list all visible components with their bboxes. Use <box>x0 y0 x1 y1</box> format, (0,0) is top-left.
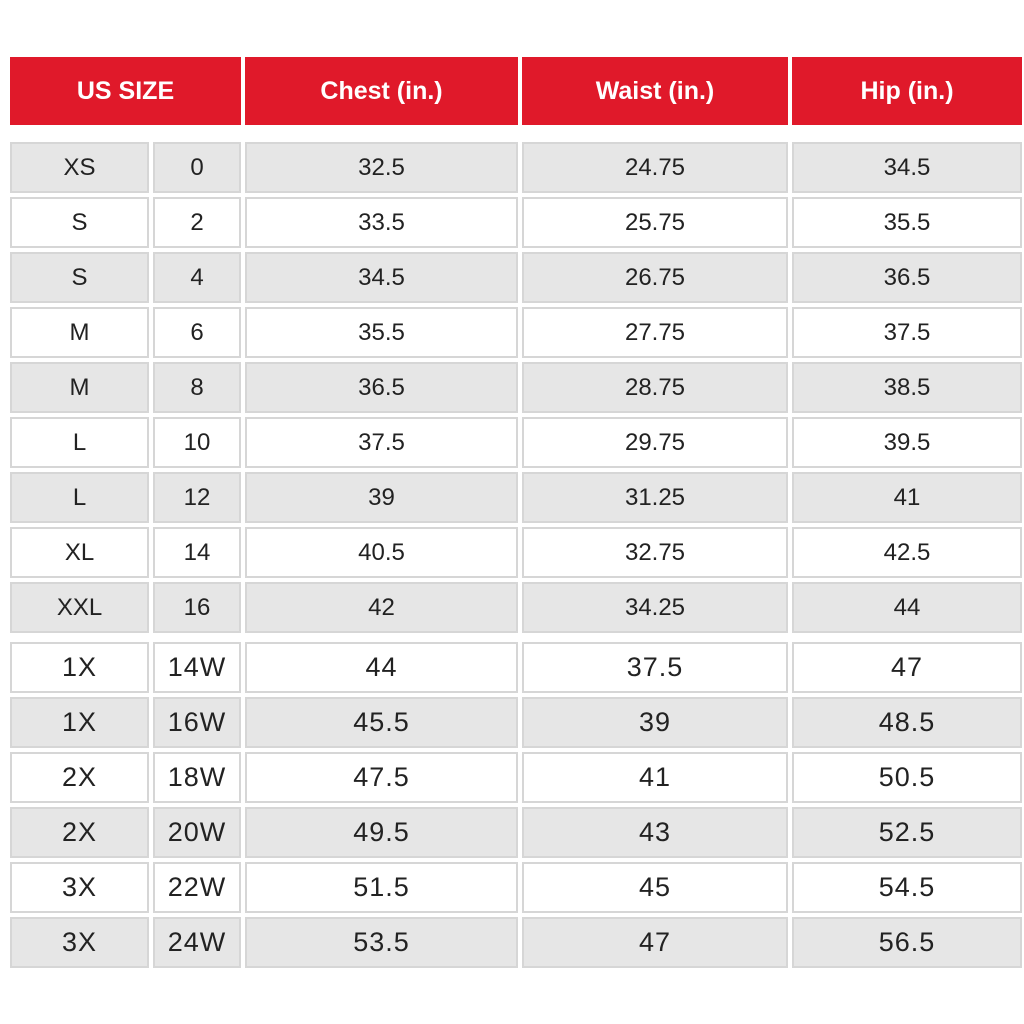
chest-cell: 49.5 <box>245 807 518 858</box>
numeric-size-cell: 2 <box>153 197 241 248</box>
header-hip: Hip (in.) <box>792 57 1022 125</box>
waist-cell: 26.75 <box>522 252 788 303</box>
waist-cell: 29.75 <box>522 417 788 468</box>
hip-cell: 52.5 <box>792 807 1022 858</box>
chest-cell: 53.5 <box>245 917 518 968</box>
letter-size-cell: 1X <box>10 697 149 748</box>
hip-cell: 41 <box>792 472 1022 523</box>
hip-cell: 35.5 <box>792 197 1022 248</box>
hip-cell: 54.5 <box>792 862 1022 913</box>
numeric-size-cell: 22W <box>153 862 241 913</box>
waist-cell: 28.75 <box>522 362 788 413</box>
numeric-size-cell: 6 <box>153 307 241 358</box>
hip-cell: 56.5 <box>792 917 1022 968</box>
numeric-size-cell: 14W <box>153 642 241 693</box>
chest-cell: 33.5 <box>245 197 518 248</box>
hip-cell: 44 <box>792 582 1022 633</box>
numeric-size-cell: 12 <box>153 472 241 523</box>
chest-cell: 44 <box>245 642 518 693</box>
waist-cell: 41 <box>522 752 788 803</box>
numeric-size-cell: 14 <box>153 527 241 578</box>
hip-cell: 47 <box>792 642 1022 693</box>
hip-cell: 42.5 <box>792 527 1022 578</box>
numeric-size-cell: 4 <box>153 252 241 303</box>
letter-size-cell: M <box>10 307 149 358</box>
waist-cell: 45 <box>522 862 788 913</box>
waist-cell: 25.75 <box>522 197 788 248</box>
hip-cell: 50.5 <box>792 752 1022 803</box>
letter-size-cell: 1X <box>10 642 149 693</box>
numeric-size-cell: 20W <box>153 807 241 858</box>
waist-cell: 37.5 <box>522 642 788 693</box>
header-chest: Chest (in.) <box>245 57 518 125</box>
letter-size-cell: S <box>10 197 149 248</box>
chest-cell: 32.5 <box>245 142 518 193</box>
header-waist: Waist (in.) <box>522 57 788 125</box>
chest-cell: 40.5 <box>245 527 518 578</box>
numeric-size-cell: 0 <box>153 142 241 193</box>
hip-cell: 38.5 <box>792 362 1022 413</box>
letter-size-cell: 3X <box>10 917 149 968</box>
letter-size-cell: M <box>10 362 149 413</box>
hip-cell: 48.5 <box>792 697 1022 748</box>
numeric-size-cell: 16 <box>153 582 241 633</box>
chest-cell: 34.5 <box>245 252 518 303</box>
numeric-size-cell: 18W <box>153 752 241 803</box>
letter-size-cell: XS <box>10 142 149 193</box>
chest-cell: 42 <box>245 582 518 633</box>
numeric-size-cell: 16W <box>153 697 241 748</box>
waist-cell: 31.25 <box>522 472 788 523</box>
chest-cell: 37.5 <box>245 417 518 468</box>
letter-size-cell: L <box>10 472 149 523</box>
waist-cell: 39 <box>522 697 788 748</box>
numeric-size-cell: 8 <box>153 362 241 413</box>
numeric-size-cell: 24W <box>153 917 241 968</box>
header-us-size: US SIZE <box>10 57 241 125</box>
chest-cell: 36.5 <box>245 362 518 413</box>
chest-cell: 35.5 <box>245 307 518 358</box>
hip-cell: 39.5 <box>792 417 1022 468</box>
letter-size-cell: XXL <box>10 582 149 633</box>
waist-cell: 34.25 <box>522 582 788 633</box>
chest-cell: 39 <box>245 472 518 523</box>
hip-cell: 37.5 <box>792 307 1022 358</box>
letter-size-cell: L <box>10 417 149 468</box>
letter-size-cell: 2X <box>10 752 149 803</box>
hip-cell: 36.5 <box>792 252 1022 303</box>
numeric-size-cell: 10 <box>153 417 241 468</box>
hip-cell: 34.5 <box>792 142 1022 193</box>
letter-size-cell: XL <box>10 527 149 578</box>
chest-cell: 47.5 <box>245 752 518 803</box>
letter-size-cell: 3X <box>10 862 149 913</box>
letter-size-cell: S <box>10 252 149 303</box>
chest-cell: 45.5 <box>245 697 518 748</box>
waist-cell: 43 <box>522 807 788 858</box>
waist-cell: 27.75 <box>522 307 788 358</box>
waist-cell: 47 <box>522 917 788 968</box>
chest-cell: 51.5 <box>245 862 518 913</box>
waist-cell: 24.75 <box>522 142 788 193</box>
waist-cell: 32.75 <box>522 527 788 578</box>
letter-size-cell: 2X <box>10 807 149 858</box>
